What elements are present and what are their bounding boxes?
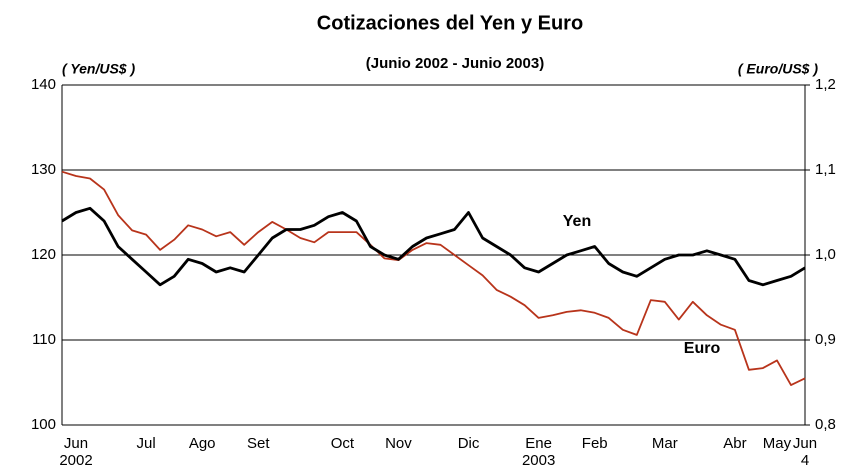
chart-subtitle: (Junio 2002 - Junio 2003)	[366, 55, 544, 72]
y-axis-label: ( Yen/US$ )	[62, 61, 135, 77]
chart-title: Cotizaciones del Yen y Euro	[317, 12, 583, 34]
x-tick-label: Jun	[64, 435, 88, 452]
x-tick-label: May	[763, 435, 792, 452]
y2-tick-label: 1,0	[815, 246, 836, 263]
y2-tick-label: 1,1	[815, 161, 836, 178]
y2-axis-label: ( Euro/US$ )	[738, 61, 818, 77]
x-tick-sublabel: 2003	[522, 452, 555, 468]
y-tick-label: 130	[31, 161, 56, 178]
x-tick-label: Mar	[652, 435, 678, 452]
x-tick-label: Feb	[582, 435, 608, 452]
x-tick-label: Dic	[458, 435, 480, 452]
x-tick-label: Ago	[189, 435, 216, 452]
x-tick-sublabel: 4	[801, 452, 809, 468]
x-tick-label: Jul	[137, 435, 156, 452]
x-tick-sublabel: 2002	[59, 452, 92, 468]
x-tick-label: Oct	[331, 435, 355, 452]
x-tick-label: Jun	[793, 435, 817, 452]
y2-tick-label: 1,2	[815, 76, 836, 93]
series-line	[61, 206, 806, 287]
x-tick-label: Ene	[525, 435, 552, 452]
euro-annotation: Euro	[684, 340, 721, 357]
yen-annotation: Yen	[563, 213, 591, 230]
x-tick-label: Nov	[385, 435, 412, 452]
y2-tick-label: 0,9	[815, 331, 836, 348]
y-tick-label: 140	[31, 76, 56, 93]
y-tick-label: 100	[31, 416, 56, 433]
y-tick-label: 120	[31, 246, 56, 263]
y2-tick-label: 0,8	[815, 416, 836, 433]
y-tick-label: 110	[32, 331, 56, 348]
x-tick-label: Set	[247, 435, 270, 452]
x-tick-label: Abr	[723, 435, 746, 452]
series-line	[61, 170, 806, 386]
